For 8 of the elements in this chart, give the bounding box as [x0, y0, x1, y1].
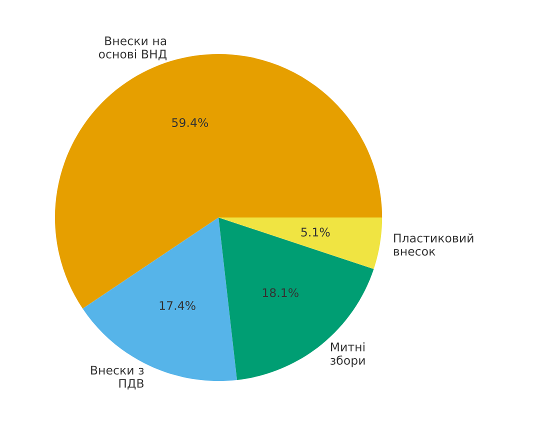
data-label: 59.4% [172, 118, 208, 128]
slice-label: Внески на основі ВНД [98, 36, 167, 60]
slice-label: Внески з ПДВ [91, 366, 144, 390]
data-label: 18.1% [262, 288, 298, 298]
slice-label: Митні збори [330, 342, 365, 368]
data-label: 5.1% [301, 228, 330, 237]
slice-label: Пластиковий внесок [394, 233, 474, 256]
data-label: 17.4% [160, 301, 196, 310]
